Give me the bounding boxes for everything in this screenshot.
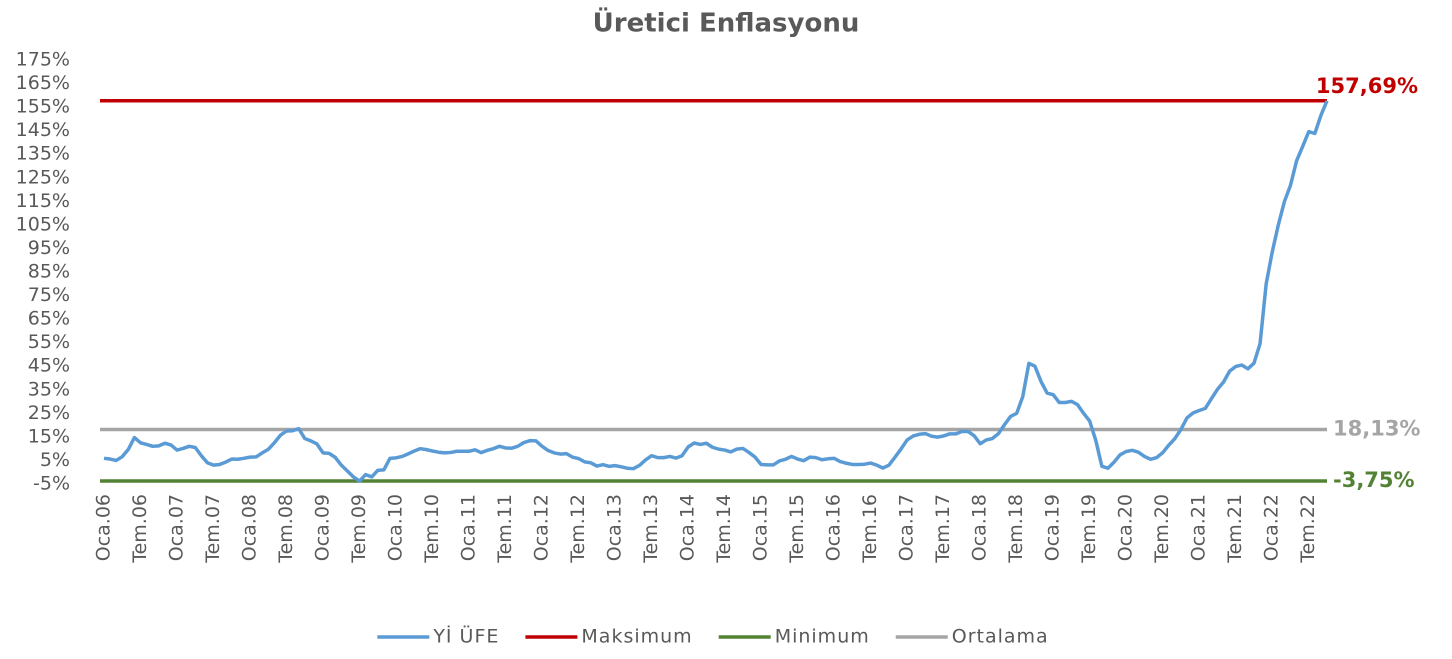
y-tick-label: 35% (28, 378, 70, 400)
x-tick-label: Tem.12 (567, 494, 589, 564)
y-tick-label: 135% (16, 143, 70, 165)
y-tick-label: 45% (28, 355, 70, 377)
x-tick-label: Tem.19 (1078, 494, 1100, 564)
x-tick-label: Tem.07 (202, 494, 224, 564)
y-tick-label: 145% (16, 119, 70, 141)
y-tick-label: -5% (33, 473, 70, 495)
legend-label: Ortalama (952, 626, 1049, 648)
x-tick-label: Oca.06 (93, 494, 115, 561)
x-tick-label: Oca.14 (677, 494, 699, 561)
x-tick-label: Tem.18 (1005, 494, 1027, 564)
y-tick-label: 175% (16, 49, 70, 71)
legend-label: Minimum (775, 626, 870, 648)
x-tick-label: Tem.11 (494, 494, 516, 564)
x-tick-label: Oca.22 (1261, 494, 1283, 561)
x-tick-label: Tem.22 (1297, 494, 1319, 564)
y-tick-label: 15% (28, 425, 70, 447)
x-tick-label: Oca.18 (969, 494, 991, 561)
x-tick-label: Oca.09 (312, 494, 334, 561)
y-tick-label: 155% (16, 96, 70, 118)
x-tick-label: Oca.11 (458, 494, 480, 561)
legend-label: Yİ ÜFE (432, 625, 499, 648)
x-tick-label: Tem.21 (1224, 494, 1246, 564)
y-tick-label: 5% (40, 449, 70, 471)
x-tick-label: Tem.06 (129, 494, 151, 564)
y-tick-label: 75% (28, 284, 70, 306)
x-tick-label: Tem.20 (1151, 494, 1173, 564)
x-tick-label: Oca.20 (1115, 494, 1137, 561)
x-tick-label: Oca.21 (1188, 494, 1210, 561)
reference-value-label: 157,69% (1316, 74, 1418, 98)
y-tick-label: 85% (28, 261, 70, 283)
x-tick-label: Oca.17 (896, 494, 918, 561)
y-tick-label: 105% (16, 213, 70, 235)
x-tick-label: Tem.10 (421, 494, 443, 564)
reference-value-label: -3,75% (1333, 468, 1415, 492)
data-line (103, 100, 1329, 483)
x-tick-label: Tem.13 (640, 494, 662, 564)
y-tick-label: 125% (16, 166, 70, 188)
x-tick-label: Oca.10 (385, 494, 407, 561)
y-tick-label: 165% (16, 72, 70, 94)
x-tick-label: Oca.12 (531, 494, 553, 561)
x-tick-label: Oca.08 (239, 494, 261, 561)
y-tick-label: 95% (28, 237, 70, 259)
x-tick-label: Tem.17 (932, 494, 954, 564)
x-tick-label: Oca.13 (604, 494, 626, 561)
x-tick-label: Tem.14 (713, 494, 735, 564)
x-tick-label: Oca.16 (823, 494, 845, 561)
y-tick-label: 25% (28, 402, 70, 424)
x-tick-label: Tem.16 (859, 494, 881, 564)
y-tick-label: 65% (28, 308, 70, 330)
chart-title: Üretici Enflasyonu (593, 6, 860, 39)
x-tick-label: Oca.15 (750, 494, 772, 561)
x-tick-label: Tem.09 (348, 494, 370, 564)
x-tick-label: Oca.19 (1042, 494, 1064, 561)
y-tick-label: 115% (16, 190, 70, 212)
reference-value-label: 18,13% (1333, 417, 1420, 441)
x-tick-label: Tem.08 (275, 494, 297, 564)
legend-label: Maksimum (581, 626, 692, 648)
x-tick-label: Tem.15 (786, 494, 808, 564)
x-tick-label: Oca.07 (166, 494, 188, 561)
y-tick-label: 55% (28, 331, 70, 353)
